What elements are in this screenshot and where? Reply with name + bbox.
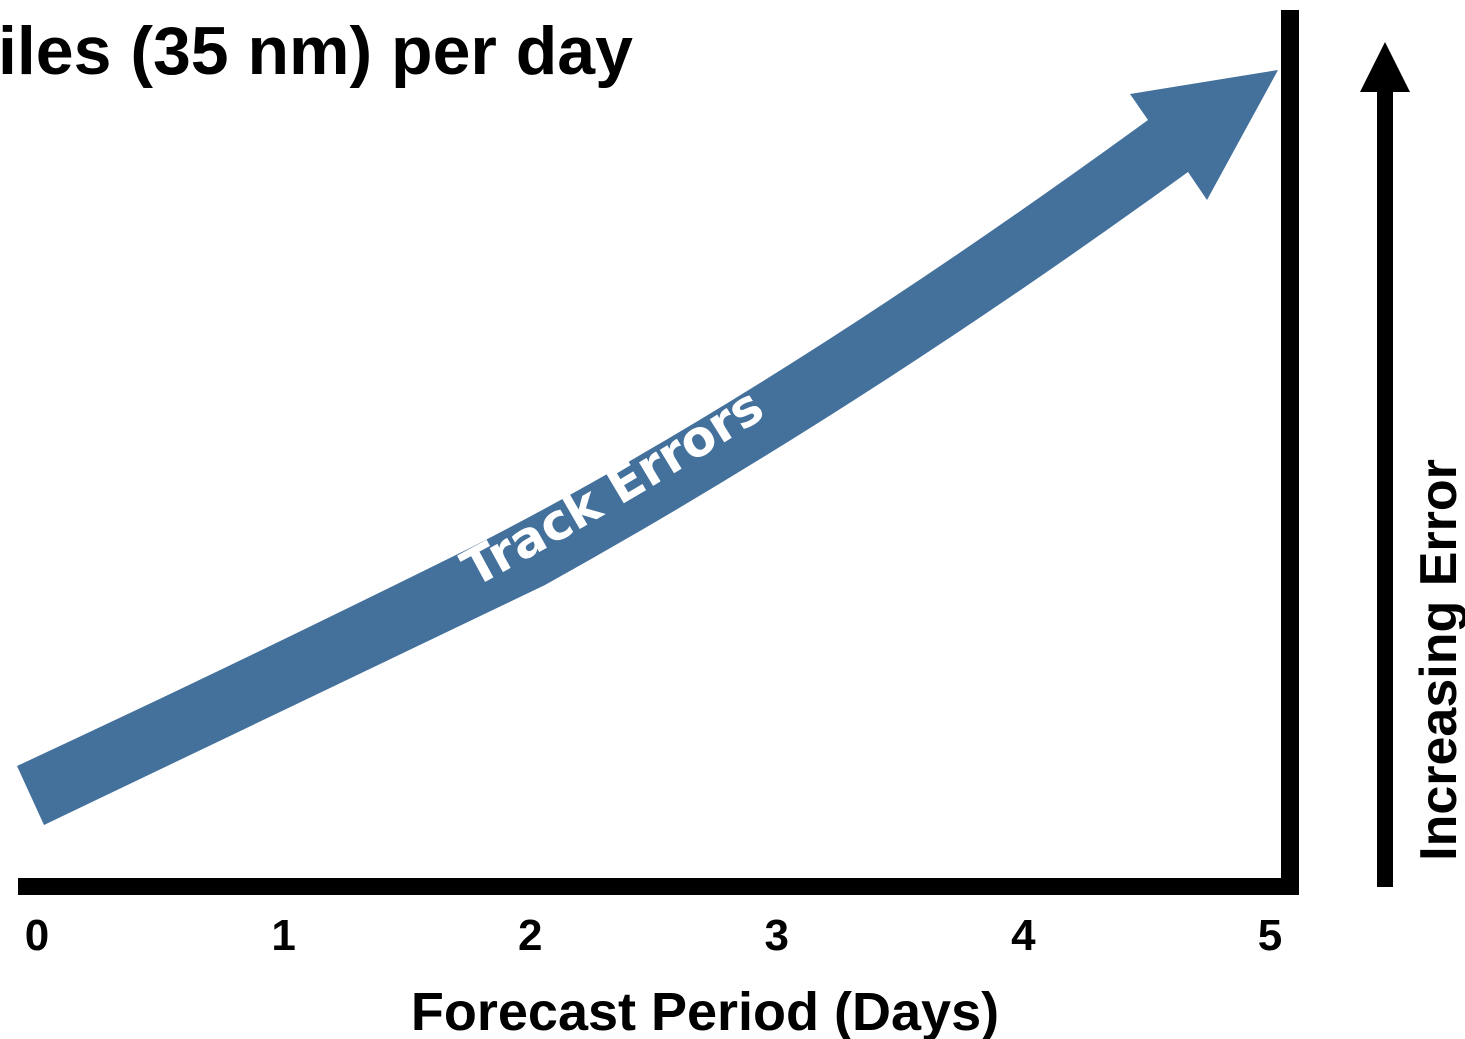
right-axis-line — [1281, 10, 1299, 895]
y-axis-label: Increasing Error — [1410, 459, 1465, 861]
diagram-title: iles (35 nm) per day — [0, 13, 633, 89]
up-arrow-icon — [1360, 42, 1410, 92]
x-tick-label: 1 — [271, 911, 295, 960]
x-tick-labels: 0 1 2 3 4 5 — [25, 911, 1282, 960]
x-tick-label: 2 — [518, 911, 542, 960]
x-axis-label: Forecast Period (Days) — [411, 982, 999, 1039]
increasing-error-indicator — [1360, 42, 1410, 887]
x-axis-line — [18, 878, 1299, 895]
up-arrow-shaft — [1377, 88, 1393, 887]
track-errors-label: Track Errors — [452, 377, 773, 599]
x-tick-label: 0 — [25, 911, 49, 960]
track-errors-arrow: Track Errors — [17, 70, 1278, 825]
track-errors-arrow-shape — [17, 70, 1278, 825]
x-tick-label: 3 — [765, 911, 789, 960]
x-tick-label: 5 — [1258, 911, 1282, 960]
x-tick-label: 4 — [1011, 911, 1036, 960]
